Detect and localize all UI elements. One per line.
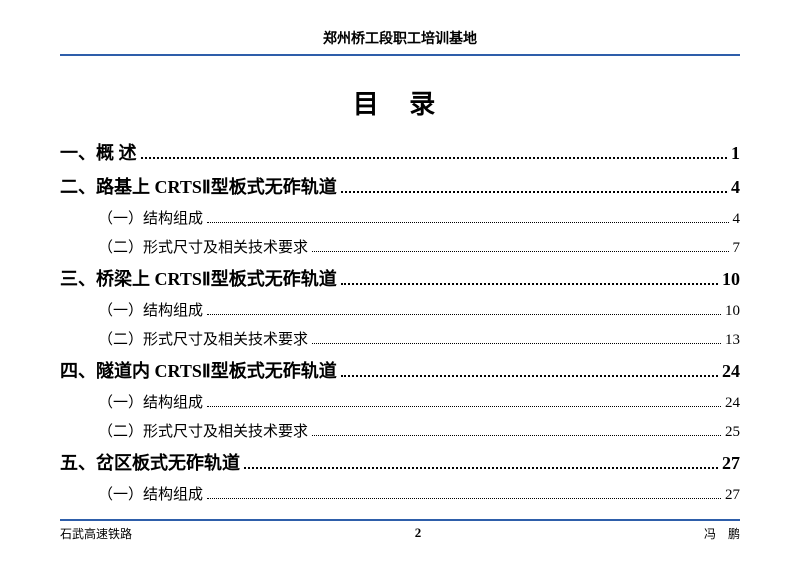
toc-entry: （一）结构组成 27 — [60, 483, 740, 504]
toc-dots — [207, 314, 721, 315]
toc-entry: （一）结构组成 10 — [60, 299, 740, 320]
toc-dots — [341, 191, 727, 193]
toc-entry: （一）结构组成 4 — [60, 207, 740, 228]
toc-page: 25 — [725, 424, 740, 441]
toc-entry: （二）形式尺寸及相关技术要求 13 — [60, 328, 740, 349]
toc-dots — [312, 251, 728, 252]
toc-dots — [312, 435, 721, 436]
toc-dots — [207, 498, 721, 499]
toc-entry: 一、概 述 1 — [60, 139, 740, 165]
toc-entry: 五、岔区板式无砟轨道 27 — [60, 449, 740, 475]
toc-dots — [341, 283, 718, 285]
toc-page: 4 — [731, 177, 740, 198]
toc-label: 三、桥梁上 CRTSⅡ型板式无砟轨道 — [60, 265, 337, 291]
toc-page: 27 — [722, 453, 740, 474]
toc-label: 二、路基上 CRTSⅡ型板式无砟轨道 — [60, 173, 337, 199]
page-footer: 石武高速铁路 2 冯 鹏 — [60, 519, 740, 542]
toc-entry: （二）形式尺寸及相关技术要求 25 — [60, 420, 740, 441]
toc-dots — [312, 343, 721, 344]
footer-right: 冯 鹏 — [704, 525, 740, 542]
toc-page: 10 — [722, 269, 740, 290]
toc-page: 27 — [725, 487, 740, 504]
toc-entry: 四、隧道内 CRTSⅡ型板式无砟轨道 24 — [60, 357, 740, 383]
toc-dots — [207, 222, 728, 223]
toc-entry: 三、桥梁上 CRTSⅡ型板式无砟轨道 10 — [60, 265, 740, 291]
toc-page: 24 — [725, 395, 740, 412]
toc-entry: （一）结构组成 24 — [60, 391, 740, 412]
toc-dots — [207, 406, 721, 407]
toc-container: 一、概 述 1 二、路基上 CRTSⅡ型板式无砟轨道 4 （一）结构组成 4 （二）形式尺寸… — [60, 139, 740, 504]
footer-left: 石武高速铁路 — [60, 525, 132, 542]
toc-title: 目 录 — [60, 84, 740, 121]
page-header: 郑州桥工段职工培训基地 — [60, 28, 740, 56]
toc-label: 四、隧道内 CRTSⅡ型板式无砟轨道 — [60, 357, 337, 383]
toc-label: 一、概 述 — [60, 139, 137, 165]
toc-page: 1 — [731, 143, 740, 164]
toc-entry: 二、路基上 CRTSⅡ型板式无砟轨道 4 — [60, 173, 740, 199]
toc-page: 10 — [725, 303, 740, 320]
toc-page: 13 — [725, 332, 740, 349]
toc-label: （一）结构组成 — [98, 483, 203, 504]
toc-dots — [141, 157, 728, 159]
toc-label: （一）结构组成 — [98, 299, 203, 320]
toc-label: （一）结构组成 — [98, 391, 203, 412]
toc-page: 4 — [733, 211, 741, 228]
footer-page-number: 2 — [415, 525, 422, 542]
toc-label: 五、岔区板式无砟轨道 — [60, 449, 240, 475]
toc-label: （一）结构组成 — [98, 207, 203, 228]
toc-dots — [244, 467, 718, 469]
toc-page: 7 — [733, 240, 741, 257]
toc-label: （二）形式尺寸及相关技术要求 — [98, 328, 308, 349]
toc-dots — [341, 375, 718, 377]
toc-label: （二）形式尺寸及相关技术要求 — [98, 236, 308, 257]
toc-label: （二）形式尺寸及相关技术要求 — [98, 420, 308, 441]
toc-entry: （二）形式尺寸及相关技术要求 7 — [60, 236, 740, 257]
toc-page: 24 — [722, 361, 740, 382]
